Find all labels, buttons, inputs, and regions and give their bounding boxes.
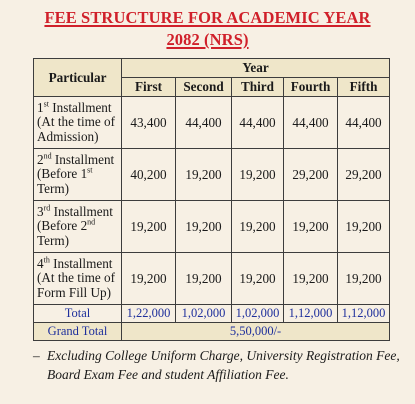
fee-cell: 19,200: [121, 252, 176, 305]
table-row: 4th Installment (At the time of Form Fil…: [33, 252, 391, 305]
fee-cell: 40,200: [121, 148, 176, 201]
fee-cell: 29,200: [283, 148, 338, 201]
year-second-header: Second: [175, 77, 232, 97]
total-row: Total 1,22,000 1,02,000 1,02,000 1,12,00…: [33, 304, 391, 323]
fee-cell: 19,200: [175, 148, 232, 201]
year-fourth-header: Fourth: [283, 77, 338, 97]
fee-cell: 19,200: [336, 200, 391, 253]
page-title: FEE STRUCTURE FOR ACADEMIC YEAR: [44, 8, 371, 27]
year-first-header: First: [121, 77, 176, 97]
installment-label: 1st Installment (At the time of Admissio…: [33, 96, 122, 149]
table-row: 2nd Installment (Before 1st Term) 40,200…: [33, 148, 391, 201]
fee-cell: 44,400: [175, 96, 232, 149]
grand-total-row: Grand Total 5,50,000/-: [33, 322, 391, 341]
table-row: 3rd Installment (Before 2nd Term) 19,200…: [33, 200, 391, 253]
total-cell: 1,12,000: [336, 304, 391, 323]
footnote-dash: –: [33, 348, 40, 363]
page-subtitle: 2082 (NRS): [166, 30, 249, 49]
installment-label: 2nd Installment (Before 1st Term): [33, 148, 122, 201]
table-row: 1st Installment (At the time of Admissio…: [33, 96, 391, 149]
fee-cell: 19,200: [283, 252, 338, 305]
fee-cell: 44,400: [336, 96, 391, 149]
fee-cell: 19,200: [231, 148, 284, 201]
fee-cell: 19,200: [175, 252, 232, 305]
fee-cell: 44,400: [283, 96, 338, 149]
fee-cell: 19,200: [121, 200, 176, 253]
total-cell: 1,02,000: [175, 304, 232, 323]
year-header: Year: [120, 58, 391, 78]
grand-total-label: Grand Total: [33, 322, 122, 341]
fee-cell: 19,200: [283, 200, 338, 253]
total-cell: 1,22,000: [121, 304, 176, 323]
total-cell: 1,12,000: [283, 304, 338, 323]
fee-cell: 29,200: [336, 148, 391, 201]
particular-header: Particular: [33, 58, 122, 97]
total-cell: 1,02,000: [231, 304, 284, 323]
installment-label: 3rd Installment (Before 2nd Term): [33, 200, 122, 253]
fee-cell: 43,400: [121, 96, 176, 149]
fee-cell: 44,400: [231, 96, 284, 149]
fee-cell: 19,200: [231, 200, 284, 253]
fee-cell: 19,200: [336, 252, 391, 305]
fee-cell: 19,200: [231, 252, 284, 305]
footnote: – Excluding College Uniform Charge, Univ…: [33, 346, 403, 384]
installment-label: 4th Installment (At the time of Form Fil…: [33, 252, 122, 305]
fee-cell: 19,200: [175, 200, 232, 253]
footnote-text: Excluding College Uniform Charge, Univer…: [47, 348, 400, 382]
year-third-header: Third: [231, 77, 284, 97]
grand-total-value: 5,50,000/-: [120, 322, 391, 341]
year-fifth-header: Fifth: [336, 77, 391, 97]
fee-table: Particular Year First Second Third Fourt…: [33, 58, 391, 341]
total-label: Total: [33, 304, 122, 323]
